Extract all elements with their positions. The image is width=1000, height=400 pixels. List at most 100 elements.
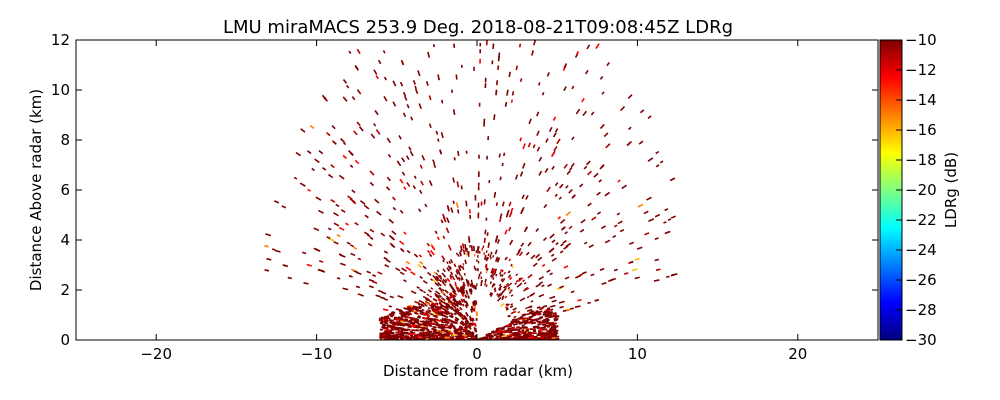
radar-return-gate [399,322,404,325]
radar-return-gate [392,206,397,211]
radar-return-gate [495,273,498,277]
radar-return-gate [425,311,429,315]
radar-return-gate [532,144,536,149]
radar-return-gate [487,253,490,257]
radar-return-gate [639,109,645,114]
radar-return-gate [464,304,468,309]
radar-return-gate [432,311,438,316]
radar-return-gate [550,308,554,311]
radar-return-gate [441,325,447,329]
radar-return-gate [501,327,505,331]
radar-return-gate [282,264,287,267]
radar-return-gate [433,271,437,275]
radar-returns [264,40,678,340]
radar-return-gate [548,248,554,254]
radar-return-gate [449,314,454,318]
radar-return-gate [432,43,436,48]
x-tick-label: 10 [628,345,647,363]
radar-return-gate [454,310,460,316]
radar-return-gate [628,126,632,131]
radar-return-gate [563,265,569,269]
radar-return-gate [375,129,381,135]
radar-return-gate [419,164,423,169]
radar-return-gate [596,211,602,215]
radar-return-gate [439,299,445,304]
radar-return-gate [425,322,429,325]
radar-return-gate [399,81,404,87]
radar-return-gate [593,172,599,178]
radar-return-gate [351,268,355,272]
radar-return-gate [405,266,412,271]
radar-return-gate [403,307,408,311]
radar-return-gate [460,249,463,253]
radar-return-gate [500,302,505,307]
radar-return-gate [359,200,366,205]
radar-return-gate [366,270,371,274]
radar-return-gate [506,89,509,96]
radar-return-gate [446,303,449,307]
radar-return-gate [387,153,392,158]
radar-return-gate [596,191,601,196]
radar-return-gate [468,237,471,243]
radar-return-gate [490,274,493,278]
radar-return-gate [418,299,425,304]
radar-return-gate [663,221,667,224]
radar-return-gate [551,257,557,262]
radar-return-gate [594,299,599,302]
radar-return-gate [450,322,454,326]
radar-return-gate [497,294,501,298]
radar-return-gate [443,310,449,315]
radar-return-gate [333,222,340,227]
radar-return-gate [373,69,378,75]
radar-return-gate [402,112,407,118]
radar-return-gate [520,206,525,213]
radar-return-gate [375,75,379,80]
radar-return-gate [526,295,530,299]
radar-return-gate [453,43,456,48]
radar-return-gate [418,305,423,309]
radar-return-gate [568,188,573,194]
radar-return-gate [523,322,528,325]
radar-return-gate [516,325,520,329]
radar-return-gate [364,214,369,219]
radar-return-gate [409,307,415,311]
colorbar-tick-label: −12 [905,61,937,79]
radar-return-gate [348,50,352,55]
radar-return-gate [436,314,440,317]
radar-return-gate [512,319,516,323]
radar-return-gate [516,250,521,256]
radar-return-gate [424,203,428,208]
radar-return-gate [429,249,435,256]
radar-return-gate [511,318,515,321]
radar-return-gate [383,256,388,261]
radar-return-gate [402,315,408,318]
radar-return-gate [356,121,361,127]
radar-return-gate [313,227,320,232]
radar-return-gate [449,305,454,310]
radar-return-gate [454,321,458,325]
radar-return-gate [408,324,414,328]
radar-return-gate [434,302,439,306]
radar-return-gate [494,249,498,255]
radar-return-gate [571,85,575,90]
radar-return-gate [461,265,465,270]
radar-return-gate [425,310,429,314]
radar-return-gate [523,317,526,320]
radar-return-gate [448,306,453,310]
radar-return-gate [273,200,280,204]
radar-return-gate [447,244,452,251]
radar-return-gate [435,302,439,305]
radar-return-gate [432,325,437,329]
radar-return-gate [491,273,495,277]
radar-return-gate [333,212,339,217]
radar-return-gate [565,308,571,312]
radar-return-gate [599,267,605,271]
radar-return-gate [455,252,459,256]
radar-return-gate [459,252,462,256]
radar-return-gate [465,319,469,324]
radar-return-gate [518,277,522,281]
radar-return-gate [399,312,403,315]
radar-return-gate [504,295,508,299]
radar-return-gate [457,150,460,157]
